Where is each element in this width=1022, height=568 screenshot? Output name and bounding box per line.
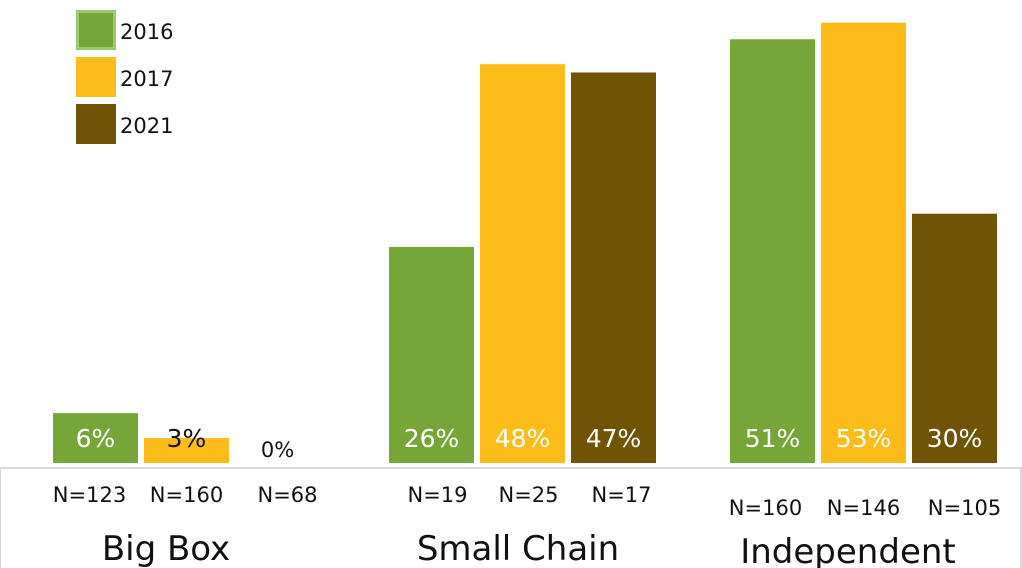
legend-swatch-2016 (76, 10, 116, 50)
n-label-2021-1: N=17 (591, 483, 651, 507)
bar-label-2021-2: 30% (927, 424, 983, 453)
n-label-2016-0: N=123 (53, 483, 126, 507)
bar-label-2021-0: 0% (261, 438, 294, 462)
bar-label-2016-2: 51% (745, 424, 801, 453)
category-label-2: Independent (740, 532, 956, 568)
bar-label-2021-1: 47% (586, 424, 642, 453)
n-label-2021-0: N=68 (257, 483, 317, 507)
n-label-2017-2: N=146 (827, 496, 900, 520)
bar-2017-2 (821, 22, 906, 463)
n-label-2017-0: N=160 (150, 483, 223, 507)
n-label-2016-2: N=160 (729, 496, 802, 520)
bar-2017-1 (480, 64, 565, 463)
category-label-0: Big Box (102, 529, 230, 568)
bar-2017-0 (144, 438, 229, 463)
bar-2016-2 (730, 39, 815, 464)
legend-label-2016: 2016 (120, 20, 174, 44)
n-label-2021-2: N=105 (928, 496, 1001, 520)
bar-2021-2 (912, 213, 997, 463)
bar-label-2016-0: 6% (76, 424, 116, 453)
legend-label-2021: 2021 (120, 114, 174, 138)
n-label-2017-1: N=25 (498, 483, 558, 507)
bar-2016-0 (53, 413, 138, 463)
bar-label-2017-1: 48% (495, 424, 551, 453)
bar-2016-1 (389, 246, 474, 463)
legend-swatch-2021 (76, 104, 116, 144)
legend-label-2017: 2017 (120, 67, 174, 91)
category-label-1: Small Chain (417, 529, 619, 568)
bar-label-2017-2: 53% (836, 424, 892, 453)
bar-2021-1 (571, 72, 656, 464)
bar-label-2016-1: 26% (404, 424, 460, 453)
n-label-2016-1: N=19 (407, 483, 467, 507)
legend-swatch-2017 (76, 57, 116, 97)
bar-label-2017-0: 3% (167, 424, 207, 453)
